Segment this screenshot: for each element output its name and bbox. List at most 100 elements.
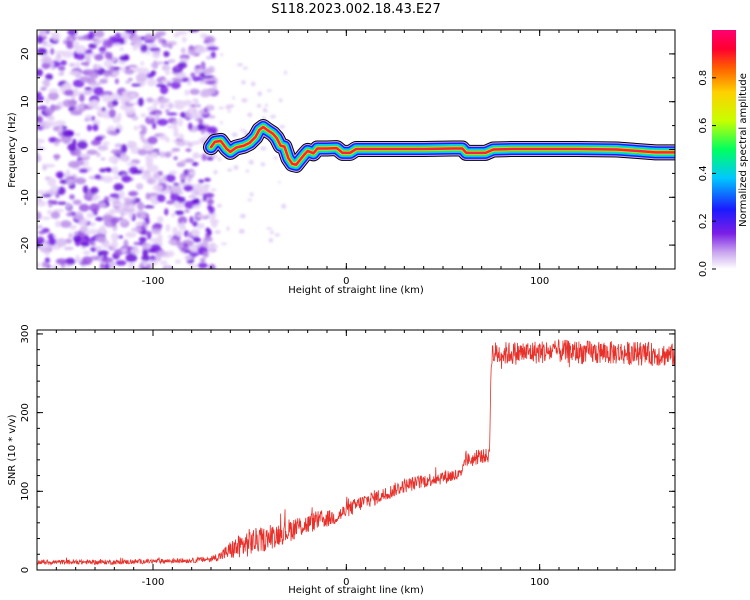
noise-blob bbox=[195, 46, 206, 54]
noise-blob bbox=[109, 92, 120, 102]
noise-blob bbox=[179, 133, 185, 140]
noise-blob bbox=[142, 249, 149, 257]
noise-blob bbox=[135, 221, 143, 227]
noise-blob bbox=[196, 123, 206, 131]
noise-blob bbox=[177, 61, 188, 69]
noise-blob bbox=[126, 162, 138, 167]
noise-blob bbox=[174, 210, 185, 216]
noise-blob bbox=[97, 145, 109, 151]
noise-blob bbox=[72, 235, 82, 243]
noise-blob bbox=[146, 50, 151, 55]
noise-blob bbox=[130, 247, 140, 256]
noise-blob bbox=[203, 107, 208, 113]
noise-blob bbox=[37, 153, 41, 162]
noise-blob bbox=[260, 162, 265, 167]
noise-blob bbox=[113, 202, 122, 207]
noise-blob bbox=[192, 221, 198, 227]
noise-blob bbox=[212, 85, 218, 90]
noise-blob bbox=[155, 253, 162, 262]
noise-blob bbox=[91, 99, 99, 107]
noise-blob bbox=[278, 98, 283, 103]
noise-blob bbox=[78, 93, 85, 103]
noise-blob bbox=[74, 52, 86, 61]
noise-blob bbox=[145, 97, 155, 103]
noise-blob bbox=[217, 203, 222, 208]
noise-blob bbox=[263, 107, 267, 112]
noise-blob bbox=[142, 260, 148, 268]
snr-panel: -100 0 100 0 100 200 300 Height of straight li… bbox=[7, 324, 676, 596]
noise-blob bbox=[42, 56, 53, 64]
noise-blob bbox=[249, 192, 254, 197]
noise-blob bbox=[109, 260, 116, 269]
noise-blob bbox=[184, 158, 194, 163]
noise-blob bbox=[79, 161, 85, 165]
noise-blob bbox=[184, 208, 190, 214]
noise-blob bbox=[121, 248, 127, 253]
noise-blob bbox=[177, 216, 188, 225]
noise-blob bbox=[95, 234, 107, 243]
snr-x-axis-label: Height of straight line (km) bbox=[288, 585, 424, 596]
noise-blob bbox=[105, 168, 113, 173]
noise-blob bbox=[94, 245, 103, 250]
noise-blob bbox=[207, 204, 212, 211]
noise-blob bbox=[45, 73, 53, 81]
noise-blob bbox=[123, 208, 136, 213]
noise-blob bbox=[131, 227, 142, 232]
noise-blob bbox=[64, 89, 75, 96]
y-tick-label: 200 bbox=[20, 403, 31, 422]
noise-blob bbox=[72, 199, 82, 205]
noise-blob bbox=[98, 46, 107, 53]
noise-blob bbox=[66, 176, 76, 180]
noise-blob bbox=[158, 177, 163, 184]
noise-blob bbox=[125, 231, 137, 238]
noise-blob bbox=[184, 89, 190, 96]
noise-blob bbox=[90, 186, 99, 194]
noise-blob bbox=[113, 183, 124, 191]
noise-blob bbox=[94, 136, 104, 141]
noise-blob bbox=[144, 40, 155, 44]
noise-blob bbox=[69, 194, 75, 200]
noise-blob bbox=[141, 254, 151, 262]
noise-blob bbox=[88, 43, 98, 49]
noise-blob bbox=[140, 44, 149, 53]
x-tick-label: -100 bbox=[142, 276, 165, 287]
noise-blob bbox=[66, 40, 73, 49]
noise-blob bbox=[51, 264, 59, 269]
noise-blob bbox=[107, 130, 117, 136]
noise-blob bbox=[203, 67, 212, 76]
noise-blob bbox=[82, 185, 89, 194]
noise-blob bbox=[184, 255, 193, 261]
noise-blob bbox=[189, 170, 195, 176]
noise-blob bbox=[218, 106, 224, 110]
noise-blob bbox=[169, 185, 182, 193]
noise-blob bbox=[168, 43, 173, 50]
noise-blob bbox=[146, 177, 157, 185]
noise-blob bbox=[115, 260, 127, 266]
noise-blob bbox=[188, 264, 199, 268]
noise-blob bbox=[244, 130, 248, 135]
noise-blob bbox=[79, 218, 89, 226]
noise-blob bbox=[86, 124, 93, 132]
noise-blob bbox=[207, 126, 218, 135]
noise-blob bbox=[270, 114, 276, 119]
y-tick-label: 20 bbox=[20, 48, 31, 61]
noise-blob bbox=[180, 111, 186, 119]
noise-blob bbox=[232, 96, 235, 100]
noise-blob bbox=[87, 229, 99, 235]
noise-blob bbox=[167, 234, 174, 239]
noise-blob bbox=[116, 37, 125, 42]
noise-blob bbox=[199, 72, 206, 77]
noise-blob bbox=[50, 47, 55, 55]
noise-blob bbox=[83, 250, 91, 256]
noise-blob bbox=[131, 83, 142, 87]
noise-blob bbox=[112, 175, 120, 180]
noise-blob bbox=[250, 81, 256, 87]
noise-blob bbox=[160, 104, 165, 109]
noise-blob bbox=[110, 149, 123, 155]
noise-blob bbox=[189, 113, 200, 120]
noise-blob bbox=[89, 71, 99, 80]
noise-blob bbox=[163, 104, 175, 108]
noise-blob bbox=[190, 72, 196, 78]
noise-blob bbox=[108, 155, 120, 164]
